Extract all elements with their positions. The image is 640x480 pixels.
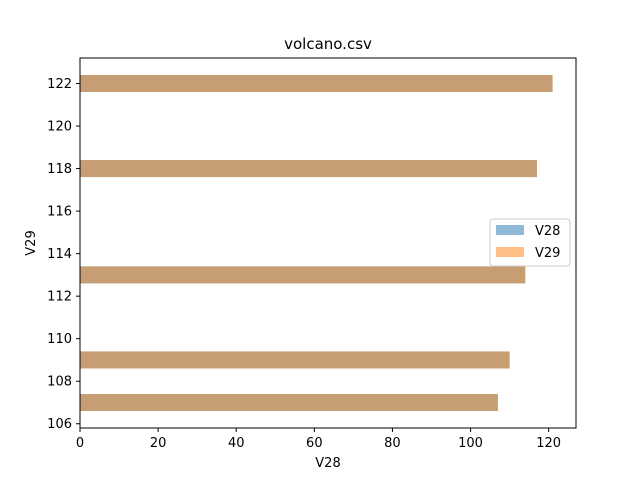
x-tick-label: 20 (150, 436, 167, 451)
x-tick-label: 100 (458, 436, 483, 451)
y-tick-label: 120 (47, 120, 72, 135)
y-tick-label: 116 (47, 205, 72, 220)
y-tick-label: 110 (47, 332, 72, 347)
x-tick-label: 80 (384, 436, 401, 451)
legend-label-v28: V28 (535, 224, 560, 239)
plot-frame (79, 57, 577, 429)
x-tick-label: 0 (76, 436, 84, 451)
bar-v29-3 (80, 160, 537, 178)
y-tick-label: 112 (47, 290, 72, 305)
y-tick-label: 106 (47, 417, 72, 432)
x-tick-label: 40 (228, 436, 245, 451)
y-tick-label: 108 (47, 375, 72, 390)
x-tick-label: 120 (536, 436, 561, 451)
legend-swatch-v28 (496, 225, 524, 235)
bar-v29-0 (80, 393, 498, 411)
chart-title: volcano.csv (284, 35, 372, 53)
y-axis-label: V29 (24, 230, 39, 255)
y-axis: 106 108 110 112 114 116 118 120 122 (47, 77, 80, 432)
x-axis: 0 20 40 60 80 100 120 (76, 428, 561, 451)
legend-swatch-v29 (496, 247, 524, 257)
legend-label-v29: V29 (535, 246, 560, 261)
bar-v29-4 (80, 75, 553, 93)
x-axis-label: V28 (315, 456, 340, 471)
bar-v29-1 (80, 351, 510, 369)
y-tick-label: 122 (47, 77, 72, 92)
bar-v29-2 (80, 266, 526, 284)
y-tick-label: 118 (47, 162, 72, 177)
y-tick-label: 114 (47, 247, 72, 262)
x-tick-label: 60 (306, 436, 323, 451)
bars-layer (80, 75, 553, 411)
legend: V28 V29 (489, 218, 571, 267)
